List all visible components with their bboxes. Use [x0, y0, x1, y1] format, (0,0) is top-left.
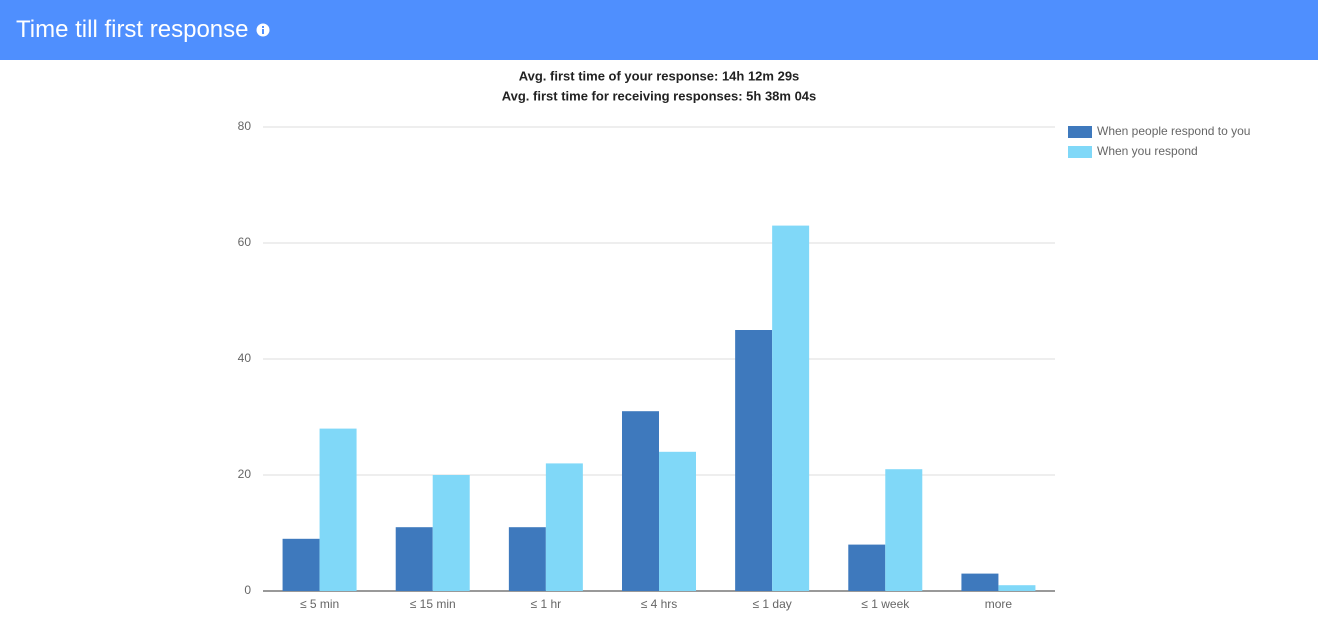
y-tick-label: 0 [244, 583, 251, 597]
y-tick-label: 40 [238, 351, 252, 365]
x-tick-label: more [985, 597, 1013, 611]
bar [545, 463, 583, 591]
legend-label: When people respond to you [1097, 124, 1250, 138]
legend-swatch [1068, 126, 1092, 138]
bar [848, 544, 886, 591]
y-tick-label: 20 [238, 467, 252, 481]
x-tick-label: ≤ 1 week [861, 597, 910, 611]
bar [622, 411, 659, 591]
x-tick-label: ≤ 1 hr [531, 597, 562, 611]
bar [659, 451, 696, 591]
x-tick-label: ≤ 1 day [753, 597, 792, 611]
legend-swatch [1068, 146, 1092, 158]
bar [961, 573, 999, 591]
x-tick-label: ≤ 15 min [410, 597, 456, 611]
subtitle: Avg. first time for receiving responses:… [502, 88, 817, 103]
y-tick-label: 60 [238, 235, 252, 249]
bar [282, 538, 320, 591]
bar [432, 475, 470, 591]
bar [395, 527, 433, 591]
bar [508, 527, 546, 591]
bar [319, 428, 357, 591]
x-tick-label: ≤ 5 min [300, 597, 339, 611]
header: Time till first response [0, 0, 1318, 60]
bar [735, 330, 773, 591]
bar [998, 585, 1036, 591]
subtitle: Avg. first time of your response: 14h 12… [519, 68, 800, 83]
legend-label: When you respond [1097, 144, 1198, 158]
info-icon[interactable] [256, 23, 270, 37]
y-tick-label: 80 [238, 119, 252, 133]
chart: Avg. first time of your response: 14h 12… [238, 68, 1251, 611]
bar [885, 469, 923, 591]
x-tick-label: ≤ 4 hrs [641, 597, 678, 611]
bar [772, 225, 810, 591]
header-title: Time till first response [16, 16, 249, 43]
